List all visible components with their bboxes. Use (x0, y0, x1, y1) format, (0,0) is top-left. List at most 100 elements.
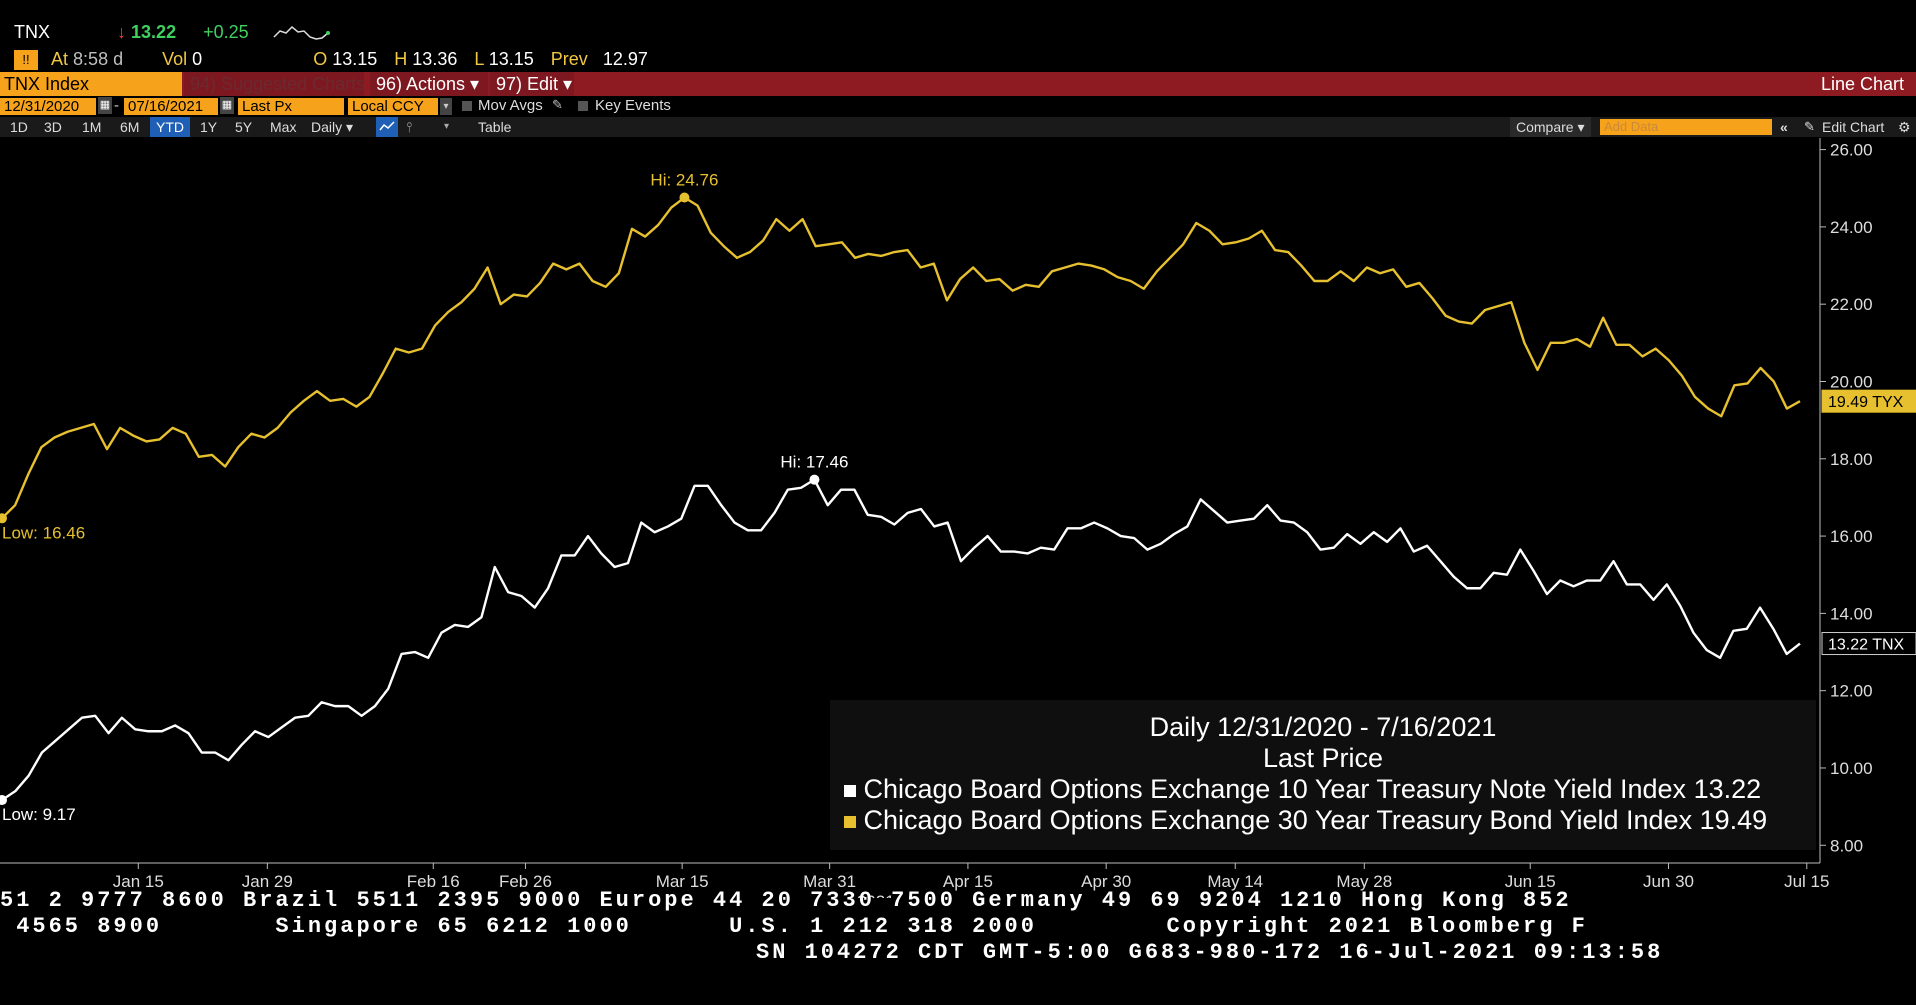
range-5y[interactable]: 5Y (235, 119, 253, 135)
tyx-last-label: 19.49 TYX (1828, 394, 1904, 411)
x-tick-label: Mar 15 (656, 872, 709, 891)
settings-gear-icon[interactable]: ⚙ (1898, 119, 1911, 135)
legend-tyx-value: 19.49 (1699, 805, 1768, 835)
key-events-checkbox[interactable] (578, 101, 588, 111)
range-1y[interactable]: 1Y (200, 119, 218, 135)
start-date-field[interactable]: 12/31/2020 (0, 98, 96, 115)
at-label: At (51, 49, 69, 69)
range-max[interactable]: Max (270, 119, 297, 135)
y-tick-label: 12.00 (1830, 682, 1873, 701)
legend-tnx-value: 13.22 (1693, 774, 1762, 804)
key-events-label: Key Events (595, 97, 671, 114)
last-price: 13.22 (131, 22, 177, 42)
pencil-icon[interactable]: ✎ (552, 97, 563, 112)
range-ytd[interactable]: YTD (150, 117, 190, 137)
price-field-select[interactable]: Last Px (238, 98, 344, 115)
mov-avgs-checkbox[interactable] (462, 101, 472, 111)
security-field[interactable]: TNX Index (0, 72, 182, 96)
period-select[interactable]: Daily ▾ (311, 119, 354, 135)
date-separator: - (114, 97, 119, 114)
footer-line-3: SN 104272 CDT GMT-5:00 G683-980-172 16-J… (756, 940, 1664, 965)
range-3d[interactable]: 3D (44, 119, 62, 135)
dropdown-icon[interactable]: ▾ (440, 98, 452, 115)
end-date-field[interactable]: 07/16/2021 (124, 98, 218, 115)
x-tick-label: Mar 31 (803, 872, 856, 891)
menu-bar: TNX Index 94) Suggested Charts 96) Actio… (0, 72, 1916, 96)
open-label: O (313, 49, 328, 69)
prev-label: Prev (550, 49, 588, 69)
y-tick-label: 20.00 (1830, 372, 1873, 391)
legend-swatch-tyx (844, 815, 856, 828)
sparkline-icon (273, 26, 330, 41)
y-tick-label: 22.00 (1830, 295, 1873, 314)
chart-toolbar: 1D 3D 1M 6M YTD 1Y 5Y Max Daily ▾ ⫯ ▾ Ta… (0, 117, 1916, 137)
x-tick-label: Jun 30 (1643, 872, 1694, 891)
x-tick-label: May 14 (1207, 872, 1263, 891)
low-value: 13.15 (488, 49, 534, 69)
open-value: 13.15 (332, 49, 378, 69)
y-tick-label: 24.00 (1830, 218, 1873, 237)
mov-avgs-label: Mov Avgs (478, 97, 543, 114)
x-tick-label: Feb 16 (407, 872, 460, 891)
footer-line-2: 4565 8900 Singapore 65 6212 1000 U.S. 1 … (0, 914, 1588, 939)
line-chart-icon[interactable] (376, 117, 398, 137)
y-tick-label: 14.00 (1830, 604, 1873, 623)
price-chart[interactable]: Jan 15 Jan 29 Feb 16 Feb 26 Mar 15 Mar 31 Apr … (0, 138, 1916, 898)
alert-icon[interactable]: !! (14, 50, 38, 71)
low-point (0, 513, 7, 524)
legend-subtitle: Last Price (1262, 743, 1384, 773)
range-1d[interactable]: 1D (10, 119, 28, 135)
x-tick-label: Jan 29 (242, 872, 293, 891)
calendar-icon[interactable]: ▦ (98, 97, 112, 114)
add-data-input[interactable]: Add Data (1600, 119, 1772, 135)
edit-chart-button[interactable]: Edit Chart (1822, 119, 1885, 135)
tyx-last-tag (1821, 389, 1916, 413)
range-6m[interactable]: 6M (120, 119, 140, 135)
suggested-charts-menu[interactable]: 94) Suggested Charts (184, 72, 365, 96)
y-tick-label: 10.00 (1830, 759, 1873, 778)
y-tick-label: 8.00 (1830, 836, 1863, 855)
y-tick-label: 16.00 (1830, 527, 1873, 546)
legend-title: Daily 12/31/2020 - 7/16/2021 (1149, 712, 1497, 742)
down-arrow-icon: ↓ (117, 22, 127, 42)
quote-time: 8:58 d (73, 49, 124, 69)
settings-row: 12/31/2020 ▦ - 07/16/2021 ▦ Last Px Loca… (0, 97, 1916, 117)
high-label: H (394, 49, 408, 69)
quote-row: TNX ↓ 13.22 +0.25 (14, 22, 332, 44)
high-value: 13.36 (412, 49, 458, 69)
x-tick-label: Jan 15 (113, 872, 164, 891)
collapse-icon[interactable]: « (1780, 119, 1788, 135)
calendar-icon[interactable]: ▦ (220, 97, 234, 114)
chart-legend: Daily 12/31/2020 - 7/16/2021 Last Price … (830, 700, 1816, 850)
x-tick-label: Jul 15 (1784, 872, 1829, 891)
actions-menu[interactable]: 96) Actions ▾ (370, 72, 488, 96)
hi-point (809, 474, 820, 485)
low-point (0, 795, 7, 806)
legend-item-tnx: Chicago Board Options Exchange 10 Year T… (844, 774, 1761, 805)
stats-row: !! At 8:58 d Vol 0 O 13.15 H 13.36 L 13.… (14, 49, 648, 71)
tyx-series-line (1, 196, 1801, 520)
low-label: L (474, 49, 484, 69)
edit-pencil-icon[interactable]: ✎ (1804, 119, 1815, 134)
chart-type-dropdown-icon[interactable]: ▾ (444, 121, 450, 132)
table-button[interactable]: Table (478, 119, 512, 135)
price-change: +0.25 (203, 22, 249, 42)
legend-swatch-tnx (844, 784, 856, 797)
currency-select[interactable]: Local CCY (348, 98, 438, 115)
y-tick-label: 26.00 (1830, 141, 1873, 160)
hi-label: Hi: 17.46 (780, 453, 848, 472)
compare-button[interactable]: Compare ▾ (1510, 117, 1591, 137)
range-1m[interactable]: 1M (82, 119, 102, 135)
bar-chart-icon[interactable]: ⫯ (406, 119, 413, 135)
tnx-last-label: 13.22 TNX (1828, 637, 1905, 654)
hi-point (679, 192, 690, 203)
edit-menu[interactable]: 97) Edit ▾ (490, 72, 574, 96)
tnx-last-tag (1821, 632, 1916, 656)
chart-type-label: Line Chart (1820, 74, 1904, 94)
volume-value: 0 (192, 49, 203, 69)
ticker-symbol: TNX (14, 22, 50, 42)
low-label: Low: 16.46 (2, 523, 85, 542)
x-tick-label: Apr 15 (943, 872, 993, 891)
footer-line-1: 51 2 9777 8600 Brazil 5511 2395 9000 Eur… (0, 888, 1572, 913)
x-tick-label: Apr 30 (1081, 872, 1131, 891)
